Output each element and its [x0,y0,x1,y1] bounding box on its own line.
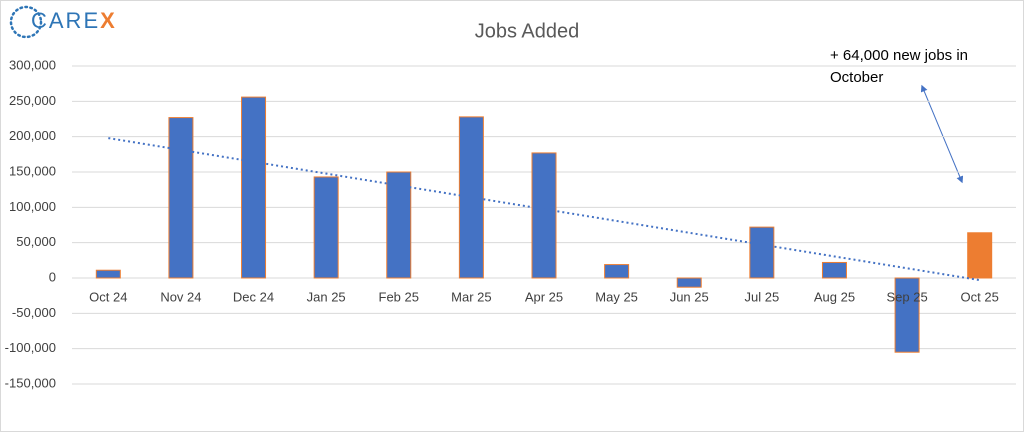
bar [241,96,267,279]
bar [967,232,993,279]
bar [531,152,557,279]
y-tick-label: 250,000 [9,93,56,108]
bar [458,116,484,279]
y-tick-label: -150,000 [5,375,56,390]
y-tick-label: -50,000 [12,305,56,320]
annotation: + 64,000 new jobs in [830,47,968,64]
x-tick-label: Oct 24 [89,289,127,304]
x-tick-label: Oct 25 [961,289,999,304]
logo-accent: X [100,8,117,33]
x-tick-label: Jul 25 [744,289,779,304]
x-tick-label: Feb 25 [379,289,419,304]
x-tick-label: Jun 25 [670,289,709,304]
bar [821,261,847,279]
x-tick-label: Dec 24 [233,289,274,304]
annotation: October [830,69,883,86]
bar [676,277,702,288]
annotation-arrow [920,84,964,184]
x-tick-label: Nov 24 [160,289,201,304]
chart-title: Jobs Added [475,20,580,42]
y-tick-label: 200,000 [9,128,56,143]
y-tick-label: 0 [49,269,56,284]
bar [95,269,121,279]
x-tick-label: Jan 25 [307,289,346,304]
logo-main: CARE [31,8,100,33]
bar [313,176,339,279]
logo: CAREX [31,8,117,33]
bar [386,171,412,279]
y-tick-label: 150,000 [9,163,56,178]
y-tick-label: 50,000 [16,234,56,249]
bar [604,264,630,279]
x-tick-label: Mar 25 [451,289,491,304]
x-tick-label: Apr 25 [525,289,563,304]
bar [168,117,194,279]
logo-ring [9,5,43,39]
x-tick-label: May 25 [595,289,638,304]
x-tick-label: Sep 25 [886,289,927,304]
trendline [108,137,980,282]
y-tick-label: 100,000 [9,199,56,214]
bar [749,226,775,279]
bar [894,277,920,353]
y-tick-label: -100,000 [5,340,56,355]
x-tick-label: Aug 25 [814,289,855,304]
y-tick-label: 300,000 [9,57,56,72]
